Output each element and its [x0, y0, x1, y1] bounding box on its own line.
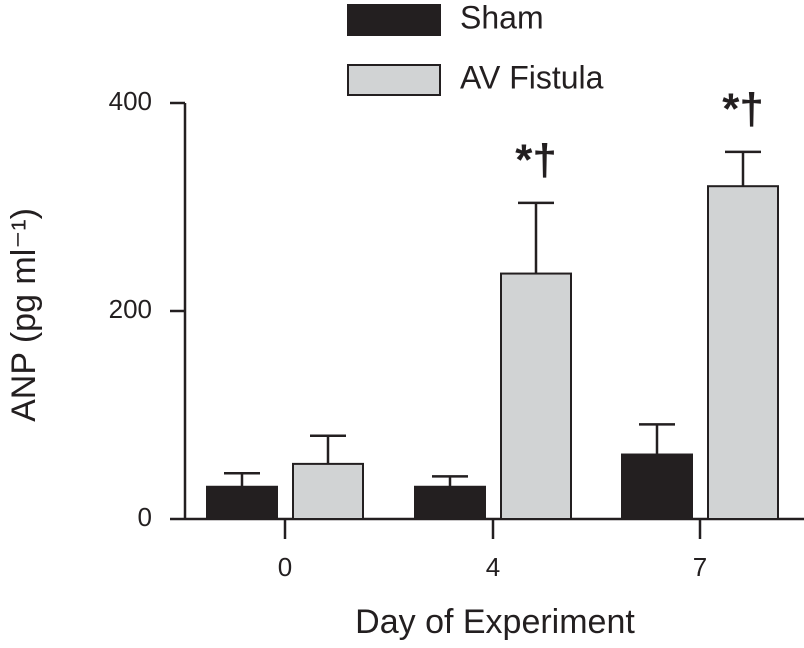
- bar: [414, 485, 486, 521]
- legend-swatch: [347, 4, 441, 36]
- x-axis-label: Day of Experiment: [355, 603, 635, 641]
- annotation: *†: [515, 135, 557, 184]
- bar: [707, 185, 779, 520]
- x-tick-label: 4: [486, 552, 500, 582]
- bar: [292, 462, 364, 521]
- y-tick-label: 0: [138, 502, 152, 532]
- bar: [206, 485, 278, 521]
- legend-label: AV Fistula: [460, 59, 604, 95]
- bar: [621, 453, 693, 520]
- x-tick-label: 0: [278, 552, 292, 582]
- annotation: *†: [722, 85, 764, 134]
- y-tick-label: 400: [109, 86, 152, 116]
- y-tick-label: 200: [109, 294, 152, 324]
- x-tick-label: 7: [693, 552, 707, 582]
- bar: [500, 272, 572, 520]
- legend-swatch: [347, 64, 441, 96]
- legend-label: Sham: [460, 0, 544, 35]
- y-axis-label: ANP (pg ml⁻¹): [5, 208, 43, 422]
